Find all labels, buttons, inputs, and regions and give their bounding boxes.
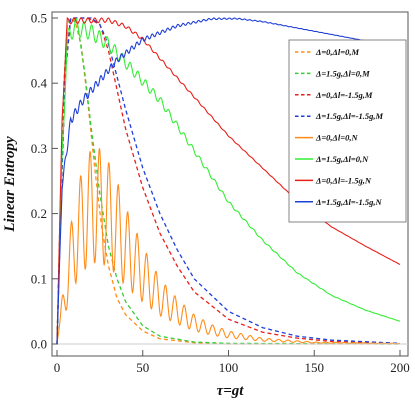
x-tick-label: 50 <box>136 360 149 375</box>
y-tick-label: 0.2 <box>31 206 47 221</box>
plot-frame <box>51 11 409 357</box>
legend-label: Δ=1.5g,Δl=0,N <box>315 154 369 164</box>
series-line-6 <box>56 17 401 345</box>
legend-label: Δ=0,Δl=0,N <box>315 133 358 143</box>
legend-label: Δ=0,Δl=0,M <box>315 47 359 57</box>
legend-label: Δ=0,Δl=-1.5g,M <box>315 90 373 100</box>
x-tick-label: 150 <box>305 360 325 375</box>
legend: Δ=0,Δl=0,M Δ=1.5g,Δl=0,M Δ=0,Δl=-1.5g,M Δ=1… <box>288 39 407 223</box>
legend-label: Δ=1.5g,Δl=0,M <box>315 68 370 78</box>
legend-label: Δ=1.5g,Δl=-1.5g,N <box>315 197 383 207</box>
x-tick-label: 100 <box>219 360 239 375</box>
legend-label: Δ=0,Δl=-1.5g,N <box>315 175 372 185</box>
legend-box <box>288 39 407 223</box>
y-tick-label: 0.4 <box>31 76 48 91</box>
series-line-5 <box>56 148 401 345</box>
y-tick-label: 0.1 <box>31 271 47 286</box>
y-tick-label: 0.5 <box>31 11 47 26</box>
y-tick-label: 0.3 <box>31 141 47 156</box>
series-line-7 <box>56 17 401 345</box>
series-line-8 <box>56 17 401 345</box>
x-axis-title: τ=gt <box>217 383 245 399</box>
tick-layer: 0 50 100 150 200 0.0 0.1 0.2 0.3 0.4 0.5 <box>31 11 410 376</box>
y-tick-label: 0.0 <box>31 337 47 352</box>
x-tick-label: 0 <box>54 360 61 375</box>
x-tick-label: 200 <box>390 360 410 375</box>
y-axis-title: Linear Entropy <box>2 136 18 233</box>
series-line-3 <box>56 17 401 345</box>
legend-label: Δ=1.5g,Δl=-1.5g,M <box>315 111 384 121</box>
